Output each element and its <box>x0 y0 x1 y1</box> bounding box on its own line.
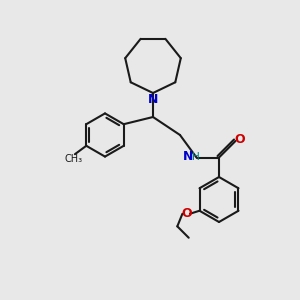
Text: N: N <box>183 150 193 163</box>
Text: O: O <box>234 133 245 146</box>
Text: H: H <box>192 152 200 162</box>
Text: CH₃: CH₃ <box>64 154 83 164</box>
Text: N: N <box>148 93 158 106</box>
Text: O: O <box>182 207 192 220</box>
